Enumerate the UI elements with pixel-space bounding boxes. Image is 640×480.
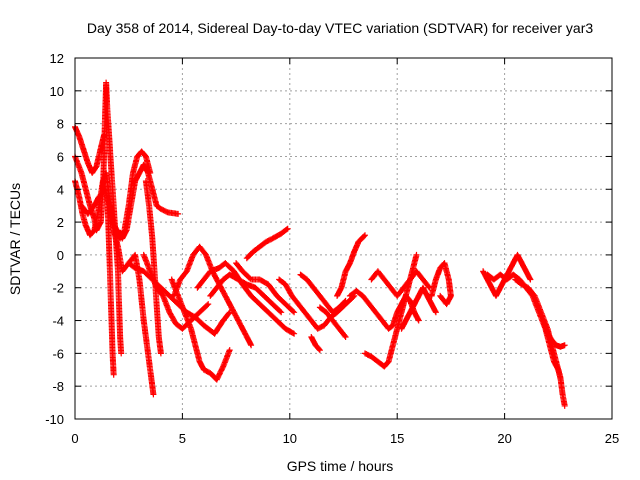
y-tick-label: -4	[52, 314, 64, 329]
data-series-s10	[168, 276, 233, 383]
chart-title: Day 358 of 2014, Sidereal Day-to-day VTE…	[87, 20, 593, 36]
data-series-s20	[334, 232, 368, 299]
x-tick-label: 10	[283, 431, 297, 446]
y-tick-label: 6	[57, 149, 64, 164]
y-tick-label: -8	[52, 379, 64, 394]
y-tick-label: -2	[52, 281, 64, 296]
y-axis-label: SDTVAR / TECUs	[7, 183, 23, 295]
plot-frame	[74, 57, 613, 420]
x-tick-label: 20	[497, 431, 511, 446]
y-tick-label: 0	[57, 248, 64, 263]
data-series-s15	[233, 260, 298, 316]
grid-layer	[75, 58, 612, 419]
y-tick-label: 4	[57, 182, 64, 197]
x-tick-label: 0	[71, 431, 78, 446]
x-tick-label: 15	[390, 431, 404, 446]
data-series-s18	[308, 334, 323, 354]
data-series-s6	[115, 161, 182, 242]
tick-layer: -10 -8 -6 -4 -2 0 2 4 6 8 10 12 0 5 10 15 20 25	[45, 51, 619, 446]
data-series-s14	[243, 225, 291, 262]
data-series-s5	[104, 194, 117, 378]
data-series-s11	[170, 243, 255, 349]
y-tick-label: 10	[50, 84, 64, 99]
y-tick-label: -6	[52, 346, 64, 361]
y-tick-label: 12	[50, 51, 64, 66]
x-tick-label: 25	[605, 431, 619, 446]
x-tick-label: 5	[179, 431, 186, 446]
data-series-s23	[362, 251, 420, 370]
y-tick-label: 8	[57, 117, 64, 132]
data-series-s24	[398, 284, 439, 332]
y-tick-label: 2	[57, 215, 64, 230]
x-axis-label: GPS time / hours	[287, 458, 394, 474]
data-series-s19	[316, 304, 349, 340]
data-series-s17	[297, 271, 349, 316]
data-layer	[72, 79, 568, 409]
data-series-s29	[540, 317, 568, 350]
data-series-s25	[428, 260, 454, 308]
y-tick-label: -10	[45, 412, 64, 427]
data-series-s13	[207, 271, 285, 316]
